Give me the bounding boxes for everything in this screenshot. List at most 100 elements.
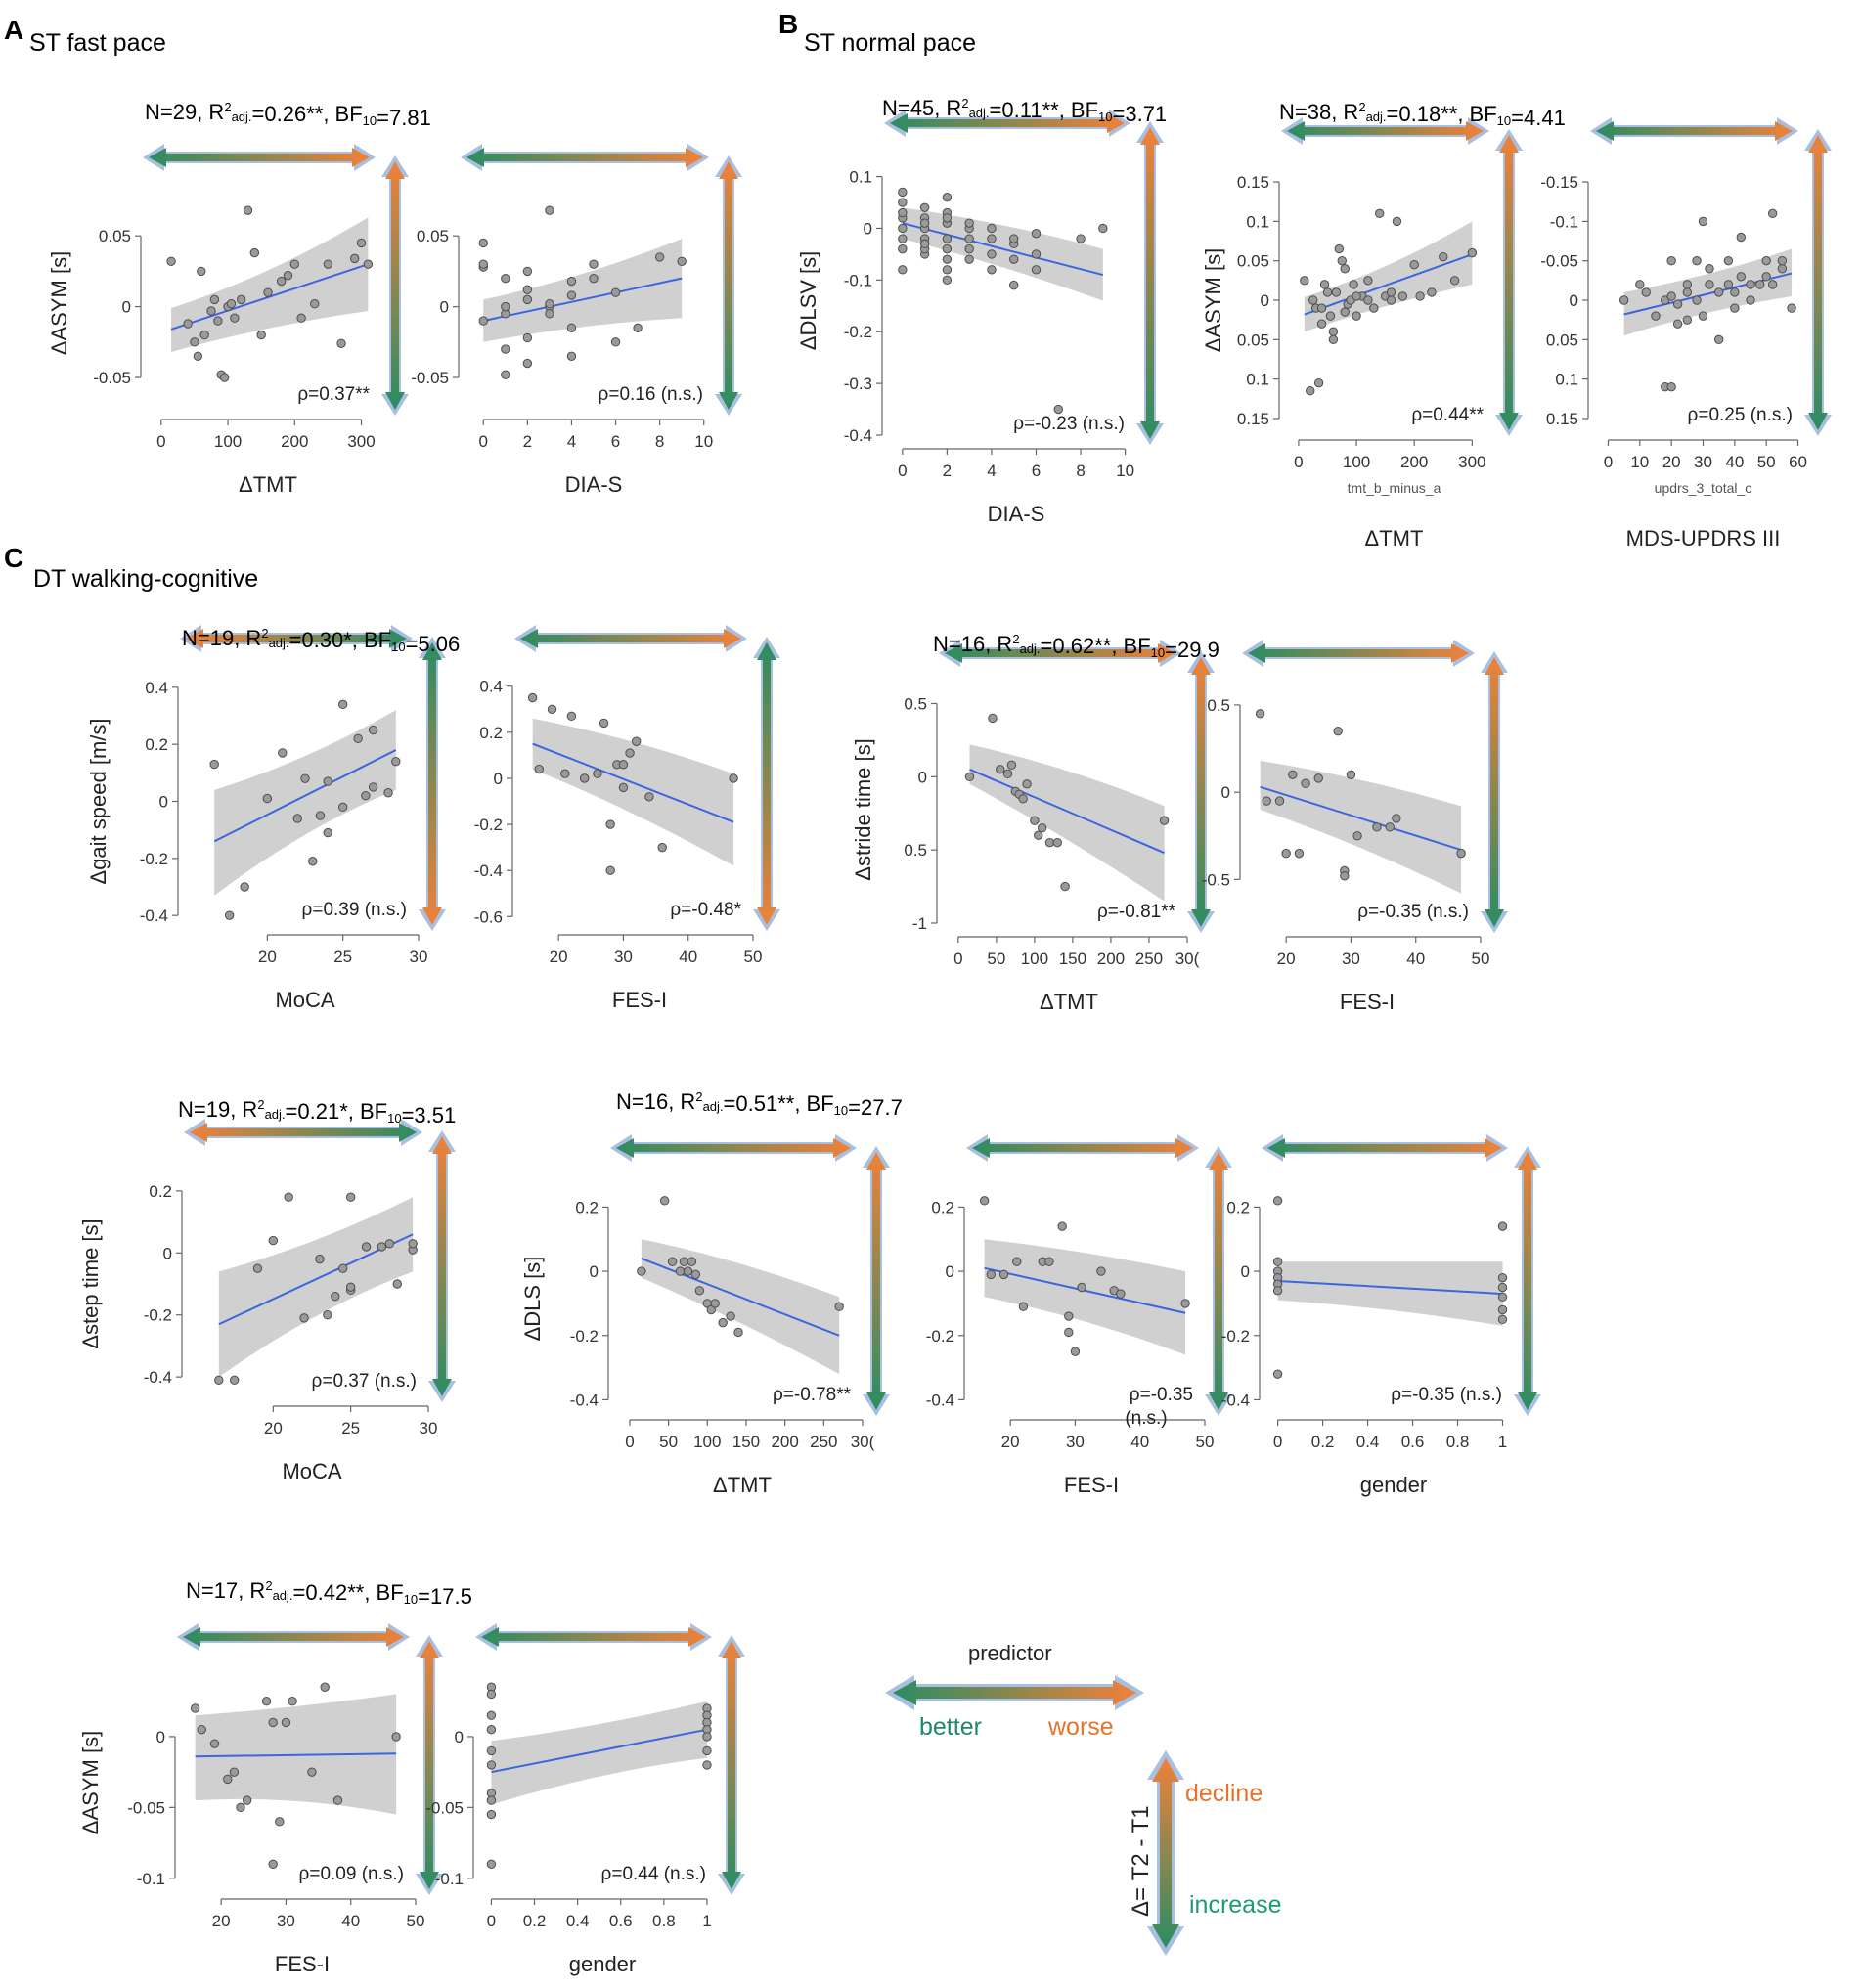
confidence-band (902, 207, 1103, 301)
regression-line (213, 749, 397, 843)
data-point (942, 213, 953, 223)
data-point (1064, 1327, 1074, 1338)
data-point (1262, 796, 1271, 806)
data-point (1077, 1282, 1086, 1293)
data-point (332, 1795, 343, 1805)
data-point (1159, 816, 1170, 825)
data-point (289, 259, 299, 269)
data-point (1746, 295, 1755, 305)
data-point (618, 760, 629, 770)
data-point (310, 299, 320, 309)
data-point (350, 253, 360, 264)
data-point (1497, 1221, 1508, 1231)
legend-vertical-arrow (1147, 1750, 1184, 1956)
y-tick-label: -0.2 (926, 1327, 954, 1346)
data-point (1018, 794, 1028, 804)
data-point (1031, 229, 1042, 239)
confidence-band (171, 217, 369, 352)
data-point (486, 1795, 497, 1805)
data-point (307, 1767, 317, 1777)
panel-c4: -0.5 0 0.5 20 30 40 50 ρ=-0.35 (n.s.) FES-I (1202, 640, 1508, 1014)
x-tick-label: 30 (410, 948, 428, 966)
legend: predictor better worse decline increase … (885, 1641, 1282, 1956)
y-tick-label: 0.15 (1237, 410, 1269, 428)
data-point (702, 1745, 712, 1756)
rho-label: ρ=0.37 (n.s.) (312, 1371, 417, 1392)
data-point (579, 773, 590, 783)
data-point (315, 811, 326, 820)
data-point (323, 776, 332, 786)
rho-label: ρ=0.44 (n.s.) (601, 1864, 706, 1884)
y-tick-label: 0 (122, 298, 131, 317)
x-label: FES-I (275, 1952, 330, 1976)
data-point (898, 243, 908, 254)
y-tick-label: 0.05 (1546, 331, 1578, 349)
data-point (1409, 260, 1419, 270)
data-point (1363, 276, 1373, 286)
data-point (1313, 377, 1324, 388)
y-tick-label: -0.2 (844, 323, 872, 341)
horizontal-arrow (183, 1627, 404, 1647)
data-point (1009, 254, 1019, 264)
data-point (964, 243, 974, 254)
data-point (1736, 272, 1747, 282)
data-point (1456, 848, 1466, 859)
data-point (1363, 295, 1373, 305)
x-tick-label: 8 (655, 432, 664, 451)
data-point (391, 756, 401, 767)
section-a-header: A ST fast pace (4, 15, 166, 57)
data-point (1116, 1289, 1126, 1299)
y-tick-label: 0.2 (479, 724, 503, 742)
panel-c8: -0.4 -0.2 0 0.2 0 0.2 0.4 0.6 0.8 1 ρ=-0.35 (n.s.)… (1221, 1134, 1541, 1497)
data-point (633, 323, 643, 333)
x-tick-label: 2 (523, 432, 532, 451)
rho-label: ρ=0.16 (n.s.) (598, 384, 703, 405)
data-point (1052, 837, 1062, 848)
data-point (1635, 280, 1645, 289)
x-tick-label: 20 (1662, 453, 1681, 471)
x-tick-label: 50 (1757, 453, 1776, 471)
data-point (593, 769, 602, 778)
x-tick-label: 50 (744, 948, 763, 966)
vertical-arrow (420, 1641, 439, 1889)
y-tick-label: 0.15 (1546, 410, 1578, 428)
data-point (337, 802, 348, 813)
data-point (292, 814, 302, 823)
regression-line (483, 277, 683, 323)
data-point (1255, 709, 1265, 719)
data-point (338, 1263, 348, 1273)
data-point (1002, 769, 1013, 779)
data-point (1180, 1299, 1190, 1308)
data-point (1415, 291, 1425, 301)
y-tick-label: 0 (159, 793, 168, 812)
data-point (964, 218, 974, 228)
data-point (1009, 234, 1019, 243)
data-point (296, 313, 306, 323)
x-tick-label: 30 (1066, 1433, 1085, 1451)
y-tick-label: 0.5 (904, 694, 927, 713)
y-tick-label: 0.2 (145, 735, 168, 754)
y-tick-label: -0.1 (844, 271, 872, 289)
data-point (964, 234, 974, 243)
section-letter-b: B (778, 9, 798, 39)
y-tick-label: -0.05 (1540, 252, 1578, 271)
y-tick-label: -0.2 (140, 850, 168, 868)
data-point (281, 1717, 291, 1728)
x-label: ΔTMT (713, 1473, 772, 1497)
y-tick-label: -0.2 (474, 816, 503, 834)
data-point (391, 1732, 401, 1742)
x-tick-label: 200 (1400, 453, 1428, 471)
data-point (1386, 295, 1396, 305)
data-point (1497, 1282, 1508, 1293)
x-label: DIA-S (565, 472, 623, 497)
data-point (214, 1375, 224, 1386)
data-point (219, 373, 230, 382)
vertical-arrow (1209, 1152, 1228, 1410)
y-tick-label: 0 (156, 1728, 165, 1746)
data-point (237, 294, 246, 305)
x-tick-label: 30 (614, 948, 633, 966)
section-letter-a: A (4, 15, 23, 45)
x-tick-label: 0 (479, 432, 488, 451)
data-point (320, 1682, 330, 1692)
section-title-a: ST fast pace (29, 29, 166, 57)
